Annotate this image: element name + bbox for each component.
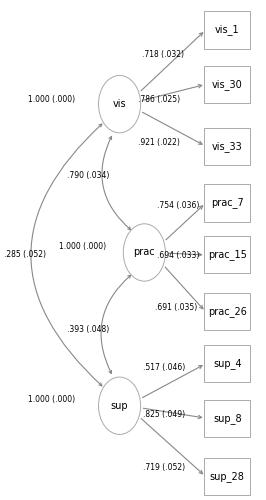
Text: 1.000 (.000): 1.000 (.000) [28, 94, 75, 104]
FancyArrowPatch shape [102, 136, 131, 230]
Text: .790 (.034): .790 (.034) [67, 172, 110, 180]
FancyArrowPatch shape [101, 396, 106, 414]
FancyArrowPatch shape [101, 94, 106, 113]
Text: prac: prac [134, 248, 155, 258]
Text: .691 (.035): .691 (.035) [155, 303, 198, 312]
Text: .718 (.032): .718 (.032) [142, 50, 184, 58]
Text: .921 (.022): .921 (.022) [138, 138, 180, 146]
Text: 1.000 (.000): 1.000 (.000) [59, 242, 106, 250]
Text: sup: sup [111, 401, 128, 411]
Text: .393 (.048): .393 (.048) [68, 324, 110, 334]
Text: vis_1: vis_1 [215, 24, 240, 36]
Ellipse shape [123, 224, 165, 281]
Text: .719 (.052): .719 (.052) [143, 463, 185, 472]
Text: vis_33: vis_33 [212, 140, 243, 151]
Text: .754 (.036): .754 (.036) [157, 201, 199, 210]
FancyBboxPatch shape [204, 184, 250, 222]
FancyBboxPatch shape [204, 400, 250, 436]
Text: sup_4: sup_4 [213, 358, 242, 369]
FancyArrowPatch shape [101, 275, 131, 374]
FancyBboxPatch shape [204, 458, 250, 495]
Text: .517 (.046): .517 (.046) [143, 363, 185, 372]
Text: prac_7: prac_7 [211, 198, 244, 208]
Text: .285 (.052): .285 (.052) [5, 250, 47, 260]
FancyBboxPatch shape [204, 66, 250, 103]
FancyArrowPatch shape [31, 124, 102, 386]
Text: prac_26: prac_26 [208, 306, 247, 318]
Text: vis_30: vis_30 [212, 79, 243, 90]
Text: sup_8: sup_8 [213, 412, 242, 424]
FancyBboxPatch shape [204, 12, 250, 49]
Ellipse shape [98, 377, 141, 434]
FancyBboxPatch shape [204, 345, 250, 383]
Text: vis: vis [113, 99, 126, 109]
FancyArrowPatch shape [125, 243, 130, 261]
FancyBboxPatch shape [204, 294, 250, 331]
Text: .825 (.049): .825 (.049) [143, 410, 185, 418]
Text: .694 (.033): .694 (.033) [157, 252, 199, 260]
Ellipse shape [98, 76, 141, 133]
Text: .786 (.025): .786 (.025) [138, 94, 180, 104]
Text: sup_28: sup_28 [210, 471, 245, 482]
Text: prac_15: prac_15 [208, 250, 247, 260]
FancyBboxPatch shape [204, 128, 250, 164]
FancyBboxPatch shape [204, 236, 250, 274]
Text: 1.000 (.000): 1.000 (.000) [28, 395, 75, 404]
